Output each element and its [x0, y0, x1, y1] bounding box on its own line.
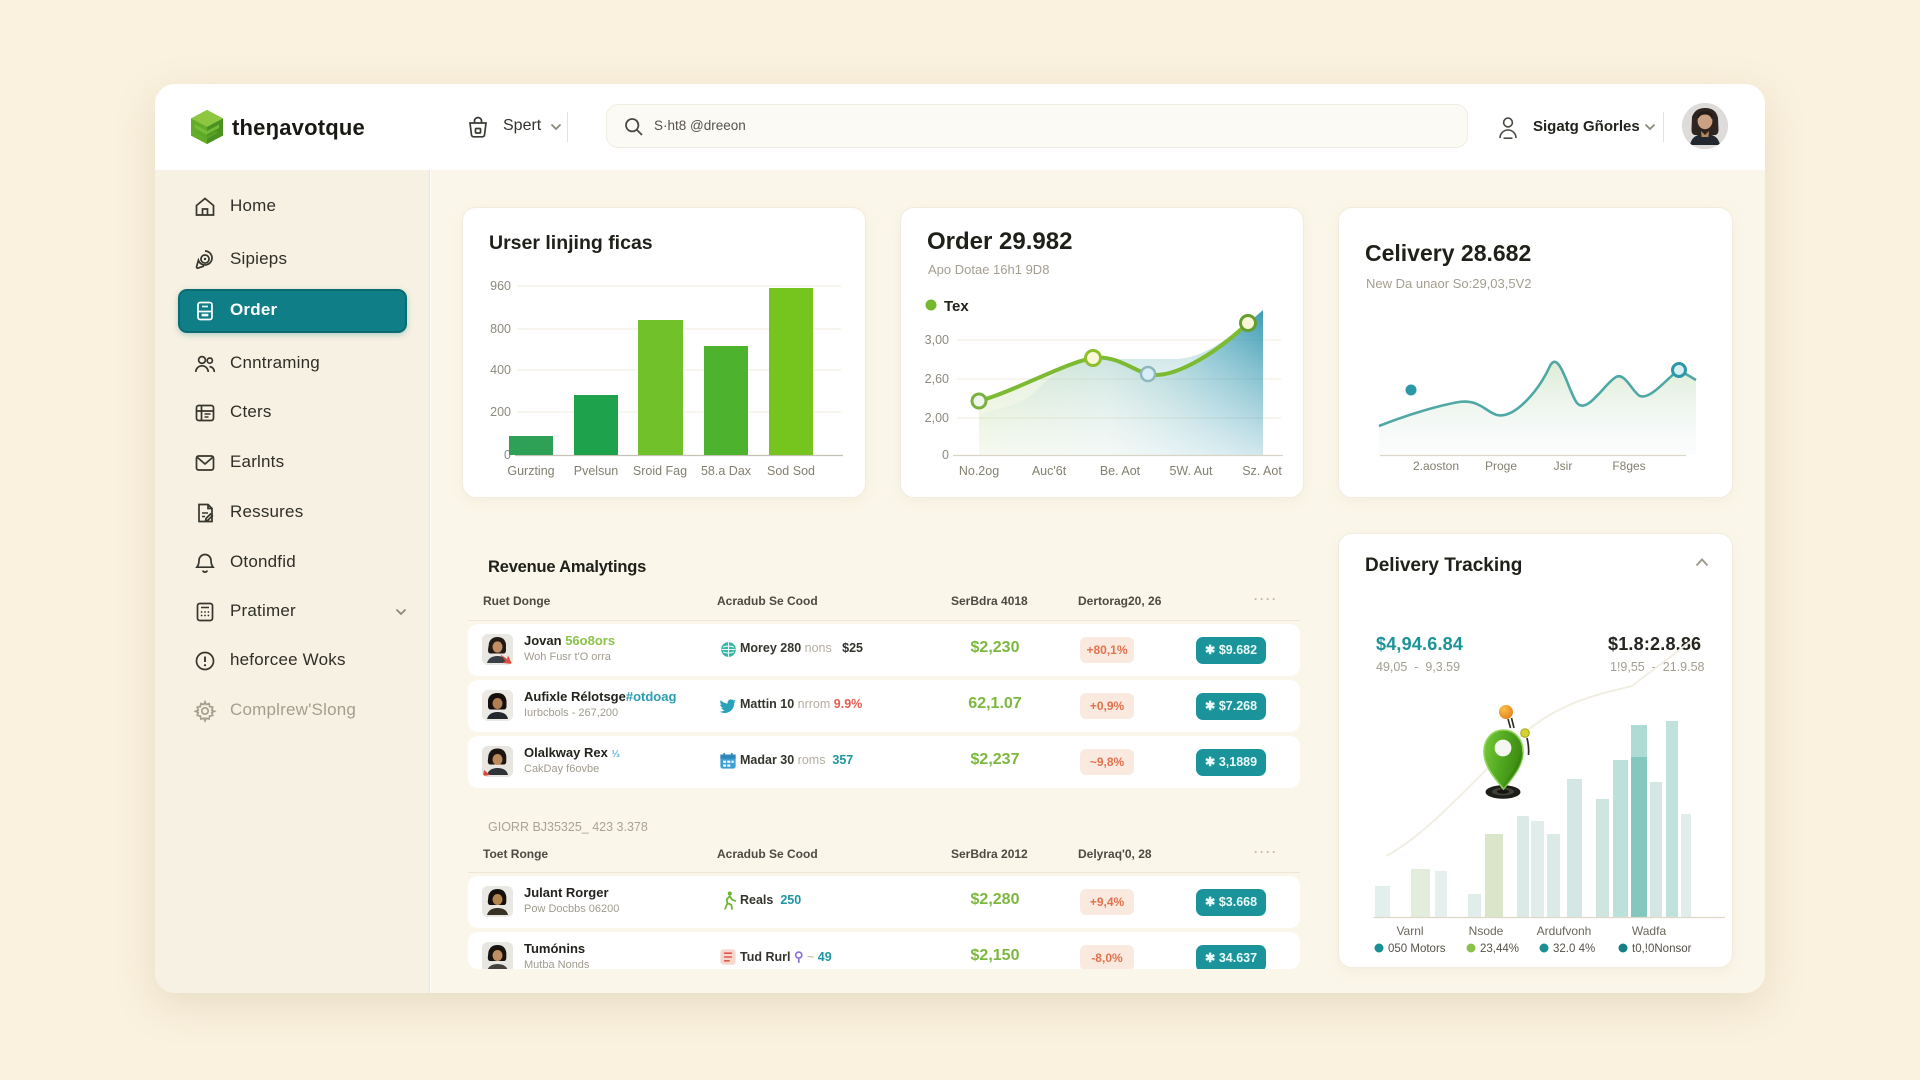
svg-text:Proge: Proge: [1485, 459, 1517, 473]
svg-text:No.2og: No.2og: [959, 464, 999, 478]
svg-text:Varnl: Varnl: [1396, 924, 1423, 938]
svg-text:F8ges: F8ges: [1612, 459, 1645, 473]
svg-text:Sz. Aot: Sz. Aot: [1242, 464, 1282, 478]
svg-text:960: 960: [490, 279, 511, 293]
svg-text:2,00: 2,00: [925, 411, 949, 425]
svg-text:2,60: 2,60: [925, 372, 949, 386]
svg-text:5W. Aut: 5W. Aut: [1169, 464, 1213, 478]
svg-text:Wadfa: Wadfa: [1632, 924, 1667, 938]
svg-text:Gurzting: Gurzting: [507, 464, 554, 478]
svg-text:Auc'6t: Auc'6t: [1032, 464, 1067, 478]
svg-text:800: 800: [490, 322, 511, 336]
svg-text:23,44%: 23,44%: [1480, 943, 1519, 955]
svg-text:2.aoston: 2.aoston: [1413, 459, 1459, 473]
svg-text:Tex: Tex: [944, 298, 969, 315]
svg-text:Jsir: Jsir: [1554, 459, 1573, 473]
svg-text:3,00: 3,00: [925, 333, 949, 347]
svg-text:Sroid Fag: Sroid Fag: [633, 464, 687, 478]
svg-text:400: 400: [490, 363, 511, 377]
svg-text:t0,!0Nonsor: t0,!0Nonsor: [1632, 943, 1692, 955]
svg-text:0: 0: [942, 448, 949, 462]
svg-text:Be. Aot: Be. Aot: [1100, 464, 1141, 478]
svg-text:Ardufvonh: Ardufvonh: [1537, 924, 1592, 938]
svg-text:050 Motors: 050 Motors: [1388, 943, 1446, 955]
svg-text:58.a Dax: 58.a Dax: [701, 464, 752, 478]
svg-text:32.0 4%: 32.0 4%: [1553, 943, 1595, 955]
svg-text:200: 200: [490, 405, 511, 419]
svg-text:Sod Sod: Sod Sod: [767, 464, 815, 478]
svg-text:Pvelsun: Pvelsun: [574, 464, 619, 478]
svg-text:Nsode: Nsode: [1469, 924, 1504, 938]
svg-text:0: 0: [504, 448, 511, 462]
